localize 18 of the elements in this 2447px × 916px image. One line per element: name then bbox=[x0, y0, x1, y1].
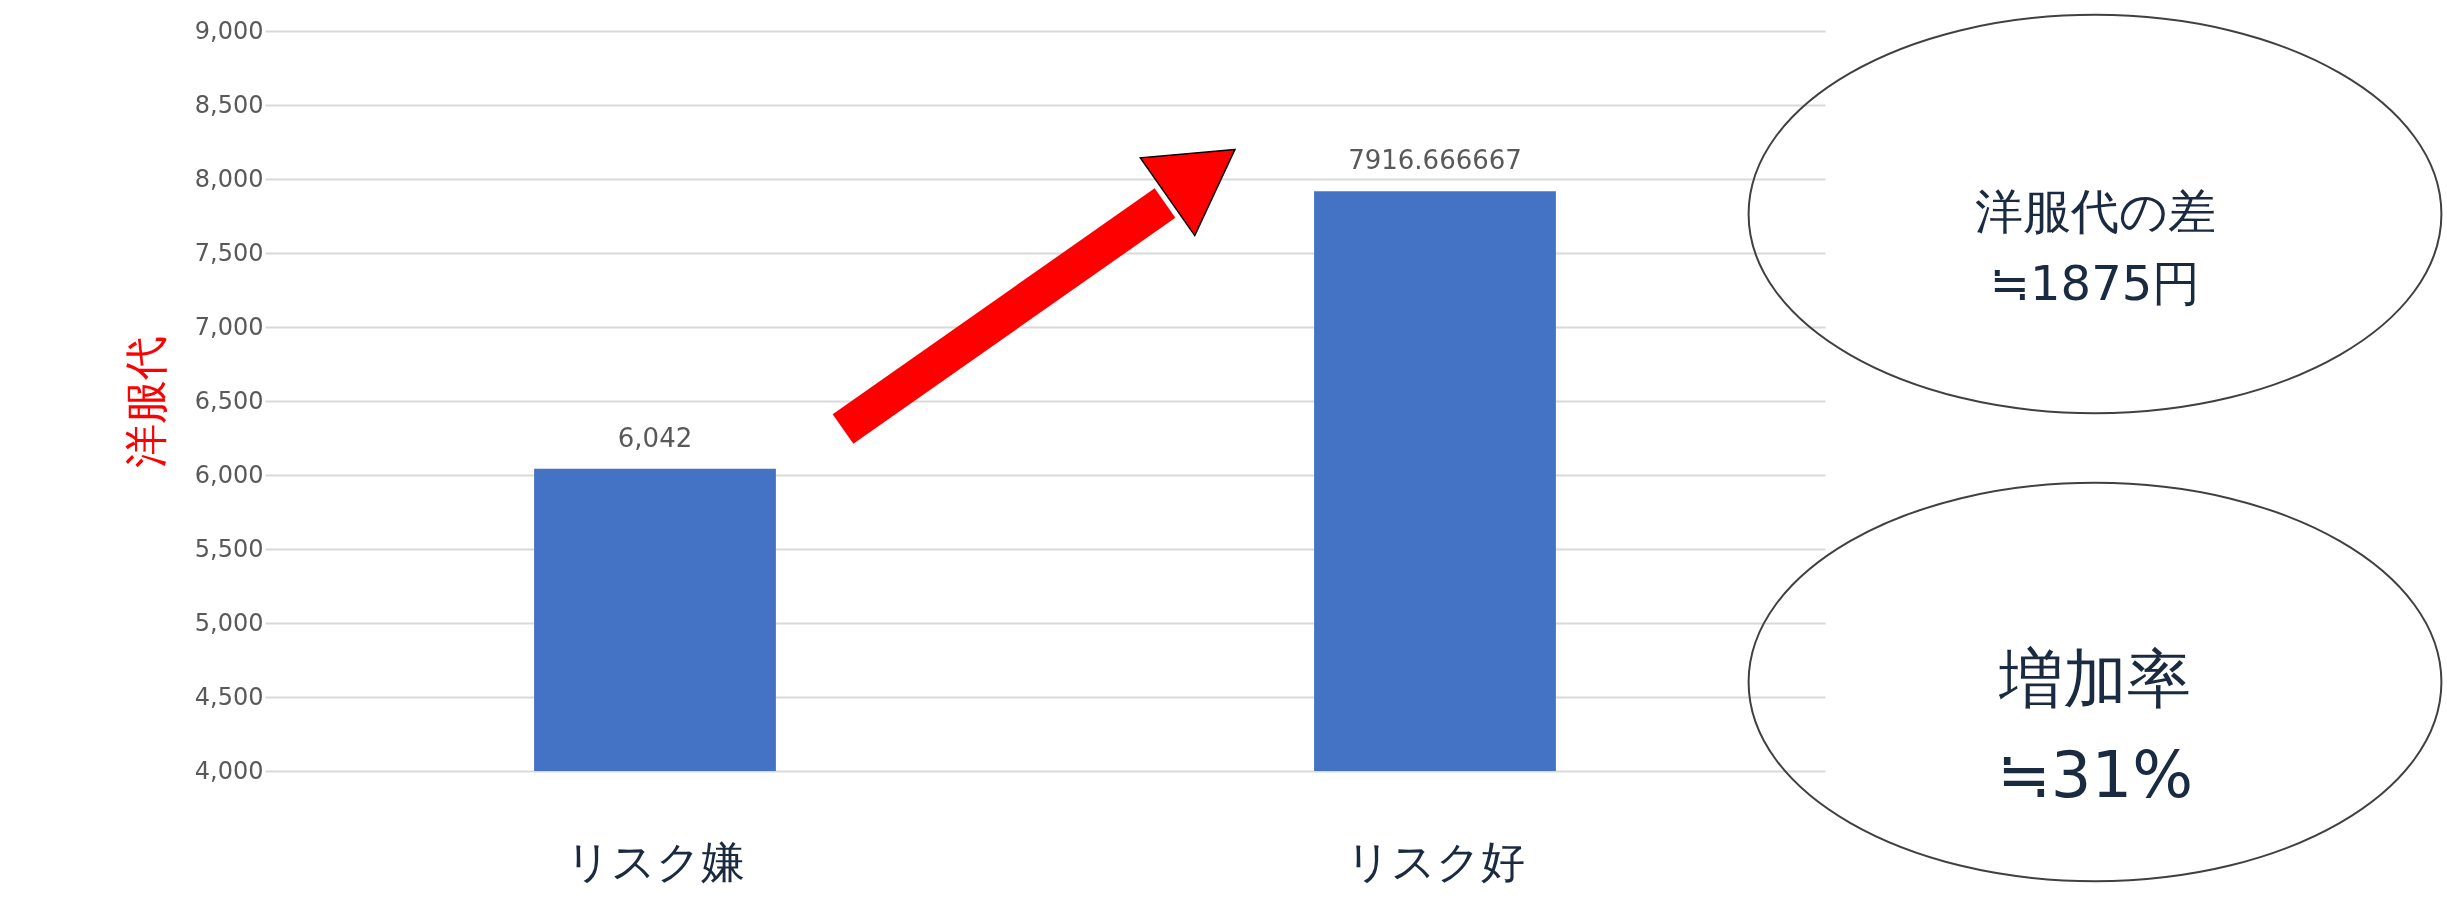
y-tick-label: 8,500 bbox=[194, 90, 264, 119]
y-tick-label: 7,500 bbox=[194, 238, 264, 267]
y-tick-label: 6,500 bbox=[194, 386, 264, 415]
y-tick-label: 8,000 bbox=[194, 164, 264, 193]
y-tick-label: 4,000 bbox=[194, 756, 264, 785]
x-tick-label: リスク好 bbox=[1345, 835, 1525, 887]
text: 増加率 ≒31% bbox=[1997, 642, 2193, 812]
y-tick-label: 9,000 bbox=[194, 16, 264, 45]
text: 洋服代の差 ≒1875円 bbox=[1974, 183, 2216, 311]
y-tick-label: 6,000 bbox=[194, 460, 264, 489]
x-tick-label: リスク嫌 bbox=[565, 835, 745, 887]
y-tick-label: 4,500 bbox=[194, 682, 264, 711]
y-tick-label: 7,000 bbox=[194, 312, 264, 341]
y-axis-title: 洋服代 bbox=[119, 335, 171, 468]
y-tick-label: 5,000 bbox=[194, 608, 264, 637]
data-label: 6,042 bbox=[617, 422, 693, 453]
data-label: 7916.666667 bbox=[1348, 145, 1522, 176]
y-tick-label: 5,500 bbox=[194, 534, 264, 563]
